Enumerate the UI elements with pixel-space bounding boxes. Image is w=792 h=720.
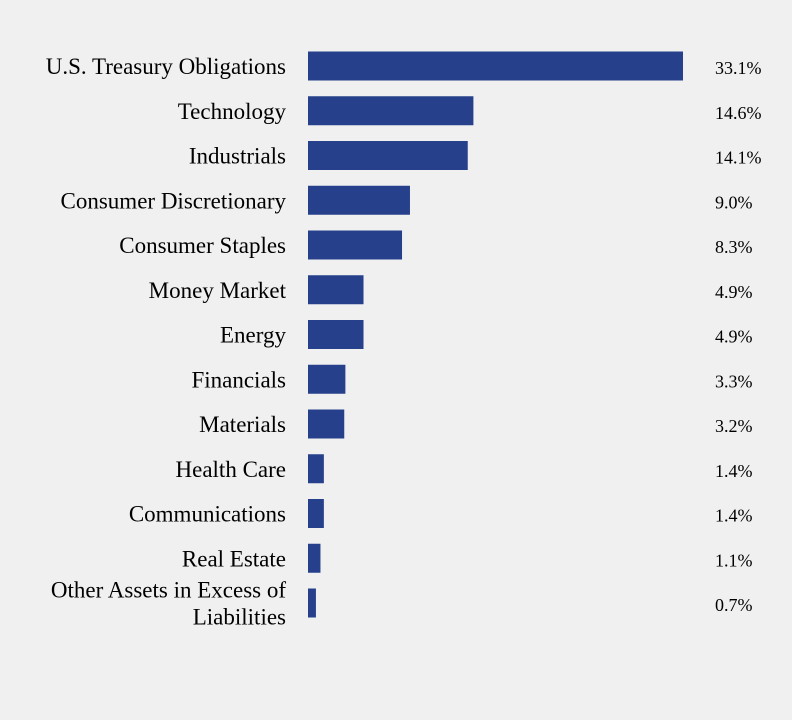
value-label: 4.9% — [715, 327, 753, 347]
value-label: 1.4% — [715, 506, 753, 526]
value-label: 1.4% — [715, 461, 753, 481]
category-label: Money Market — [149, 278, 287, 303]
value-label: 0.7% — [715, 595, 753, 615]
value-label: 33.1% — [715, 58, 762, 78]
value-label: 3.2% — [715, 416, 753, 436]
bar — [308, 275, 364, 305]
bar — [308, 454, 324, 484]
value-label: 14.1% — [715, 148, 762, 168]
bar — [308, 96, 474, 126]
bar — [308, 364, 346, 394]
category-label: Technology — [178, 99, 287, 124]
value-label: 8.3% — [715, 237, 753, 257]
category-label: Health Care — [176, 457, 286, 482]
category-label: Consumer Staples — [119, 233, 286, 258]
value-label: 4.9% — [715, 282, 753, 302]
bar — [308, 588, 316, 618]
bar — [308, 543, 321, 573]
bar — [308, 230, 403, 260]
category-label: Communications — [129, 502, 286, 527]
bar — [308, 51, 683, 81]
bar — [308, 320, 364, 349]
value-label: 14.6% — [715, 103, 762, 123]
category-label: U.S. Treasury Obligations — [46, 54, 286, 79]
bar — [308, 499, 324, 528]
category-label: Real Estate — [182, 546, 286, 571]
category-label: Consumer Discretionary — [61, 188, 287, 213]
bar — [308, 141, 468, 170]
category-label: Energy — [220, 323, 287, 348]
category-label: Materials — [199, 412, 286, 437]
value-label: 3.3% — [715, 371, 753, 391]
value-label: 1.1% — [715, 550, 753, 570]
category-label: Financials — [191, 367, 286, 392]
bar — [308, 185, 410, 215]
value-label: 9.0% — [715, 192, 753, 212]
category-label: Other Assets in Excess of Liabilities — [51, 578, 286, 630]
category-label: Industrials — [189, 144, 286, 169]
bar — [308, 409, 345, 439]
